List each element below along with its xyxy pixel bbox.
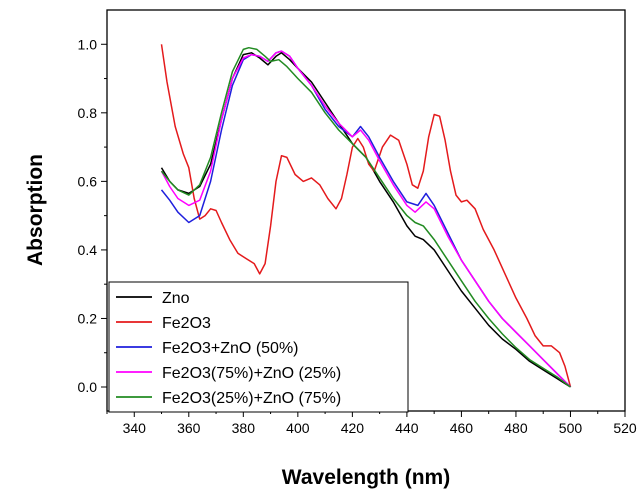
x-tick-label: 520 bbox=[613, 420, 637, 436]
y-axis-title: Absorption bbox=[24, 154, 47, 266]
y-tick-label: 0.2 bbox=[78, 310, 98, 326]
ticks-layer: 340 360 380 400 420 440 460 480 500 520 0.0 0.2 0.4 0… bbox=[78, 36, 637, 436]
legend-label-0: Zno bbox=[162, 290, 190, 307]
x-tick-label: 380 bbox=[232, 420, 256, 436]
y-tick-label: 0.6 bbox=[78, 173, 98, 189]
series-line-4 bbox=[160, 46, 571, 388]
x-tick-label: 500 bbox=[559, 420, 583, 436]
x-axis-title: Wavelength (nm) bbox=[282, 466, 450, 489]
x-tick-label: 440 bbox=[395, 420, 419, 436]
series-layer bbox=[160, 44, 572, 388]
legend-label-3: Fe2O3(75%)+ZnO (25%) bbox=[162, 365, 341, 382]
legend-box bbox=[108, 281, 409, 413]
legend-label-4: Fe2O3(25%)+ZnO (75%) bbox=[162, 390, 341, 407]
x-tick-label: 460 bbox=[450, 420, 474, 436]
y-tick-label: 0.0 bbox=[78, 379, 98, 395]
y-tick-label: 0.8 bbox=[78, 105, 98, 121]
y-tick-label: 1.0 bbox=[78, 36, 98, 52]
x-tick-label: 340 bbox=[123, 420, 147, 436]
x-tick-label: 480 bbox=[504, 420, 528, 436]
series-line-1 bbox=[160, 44, 572, 388]
legend-label-1: Fe2O3 bbox=[162, 315, 211, 332]
y-tick-label: 0.4 bbox=[78, 242, 98, 258]
x-tick-label: 420 bbox=[341, 420, 365, 436]
legend-items: Zno Fe2O3 Fe2O3+ZnO (50%) Fe2O3(75%)+ZnO (2… bbox=[116, 290, 341, 407]
legend: Zno Fe2O3 Fe2O3+ZnO (50%) Fe2O3(75%)+ZnO (2… bbox=[108, 281, 409, 413]
legend-label-2: Fe2O3+ZnO (50%) bbox=[162, 340, 299, 357]
series-line-3 bbox=[160, 50, 572, 388]
x-tick-label: 360 bbox=[177, 420, 201, 436]
x-tick-label: 400 bbox=[286, 420, 310, 436]
